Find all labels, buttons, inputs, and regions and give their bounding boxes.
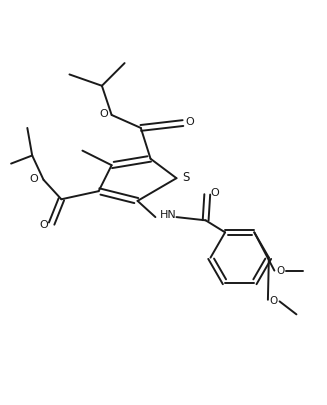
Text: O: O: [186, 117, 195, 127]
Text: HN: HN: [160, 211, 177, 220]
Text: O: O: [269, 296, 278, 307]
Text: O: O: [276, 266, 284, 275]
Text: O: O: [210, 188, 219, 198]
Text: O: O: [99, 109, 108, 119]
Text: O: O: [39, 220, 48, 230]
Text: S: S: [182, 171, 189, 184]
Text: O: O: [29, 174, 38, 184]
